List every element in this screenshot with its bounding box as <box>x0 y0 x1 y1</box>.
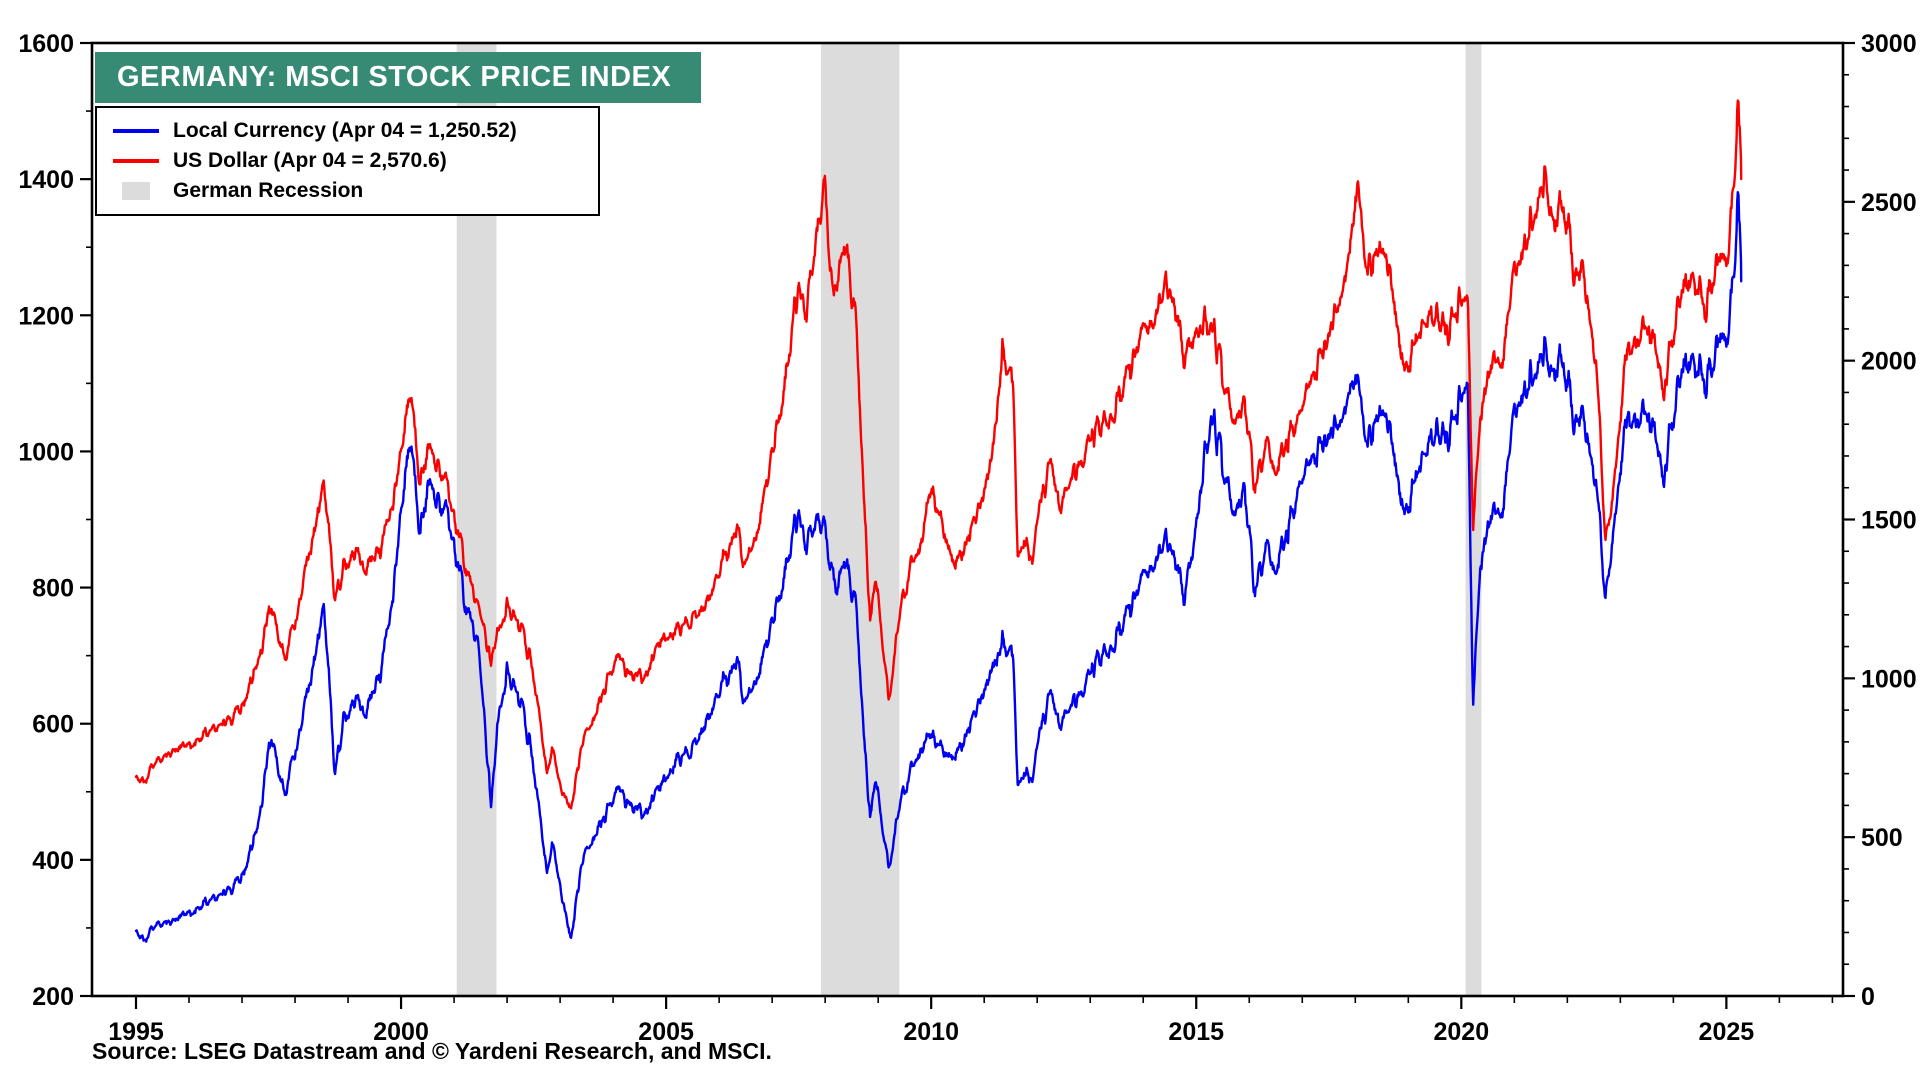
svg-text:3000: 3000 <box>1861 30 1917 58</box>
legend-item-us-dollar: US Dollar (Apr 04 = 2,570.6) <box>113 146 598 176</box>
svg-text:1000: 1000 <box>18 438 74 466</box>
svg-text:1400: 1400 <box>18 166 74 194</box>
svg-text:2010: 2010 <box>903 1018 959 1046</box>
svg-text:2500: 2500 <box>1861 189 1917 217</box>
svg-text:2000: 2000 <box>1861 348 1917 376</box>
series-line-local-currency <box>134 191 1743 943</box>
svg-text:2015: 2015 <box>1168 1018 1224 1046</box>
svg-text:400: 400 <box>32 847 74 875</box>
chart-title: GERMANY: MSCI STOCK PRICE INDEX <box>95 52 702 103</box>
svg-text:1200: 1200 <box>18 302 74 330</box>
legend-item-recession: German Recession <box>113 176 598 206</box>
source-note: Source: LSEG Datastream and © Yardeni Re… <box>92 1038 772 1064</box>
svg-text:2025: 2025 <box>1699 1018 1755 1046</box>
svg-text:200: 200 <box>32 983 74 1011</box>
right-axis: 0 500 1000 1500 2000 2500 3000 <box>1843 30 1917 1011</box>
legend-label-local-currency: Local Currency (Apr 04 = 1,250.52) <box>173 119 517 142</box>
svg-text:2000: 2000 <box>373 1018 429 1046</box>
svg-text:1000: 1000 <box>1861 665 1917 693</box>
svg-text:0: 0 <box>1861 983 1875 1011</box>
legend-label-us-dollar: US Dollar (Apr 04 = 2,570.6) <box>173 149 447 172</box>
svg-text:500: 500 <box>1861 824 1903 852</box>
recession-band-swatch <box>122 182 150 200</box>
svg-text:2005: 2005 <box>638 1018 694 1046</box>
svg-text:1500: 1500 <box>1861 507 1917 535</box>
recession-bands <box>456 43 1482 996</box>
series-line-us-dollar <box>134 99 1743 810</box>
left-axis: 200 400 600 800 1000 1200 1400 1600 <box>18 30 92 1011</box>
svg-text:1995: 1995 <box>108 1018 164 1046</box>
legend-label-recession: German Recession <box>173 179 364 202</box>
us-dollar-line-swatch <box>113 159 159 163</box>
svg-text:2020: 2020 <box>1433 1018 1489 1046</box>
legend-item-local-currency: Local Currency (Apr 04 = 1,250.52) <box>113 116 598 146</box>
legend: Local Currency (Apr 04 = 1,250.52) US Do… <box>95 106 600 216</box>
svg-text:800: 800 <box>32 575 74 603</box>
svg-text:1600: 1600 <box>18 30 74 58</box>
plot-border <box>90 41 1845 998</box>
local-currency-line-swatch <box>113 129 159 133</box>
svg-text:600: 600 <box>32 711 74 739</box>
